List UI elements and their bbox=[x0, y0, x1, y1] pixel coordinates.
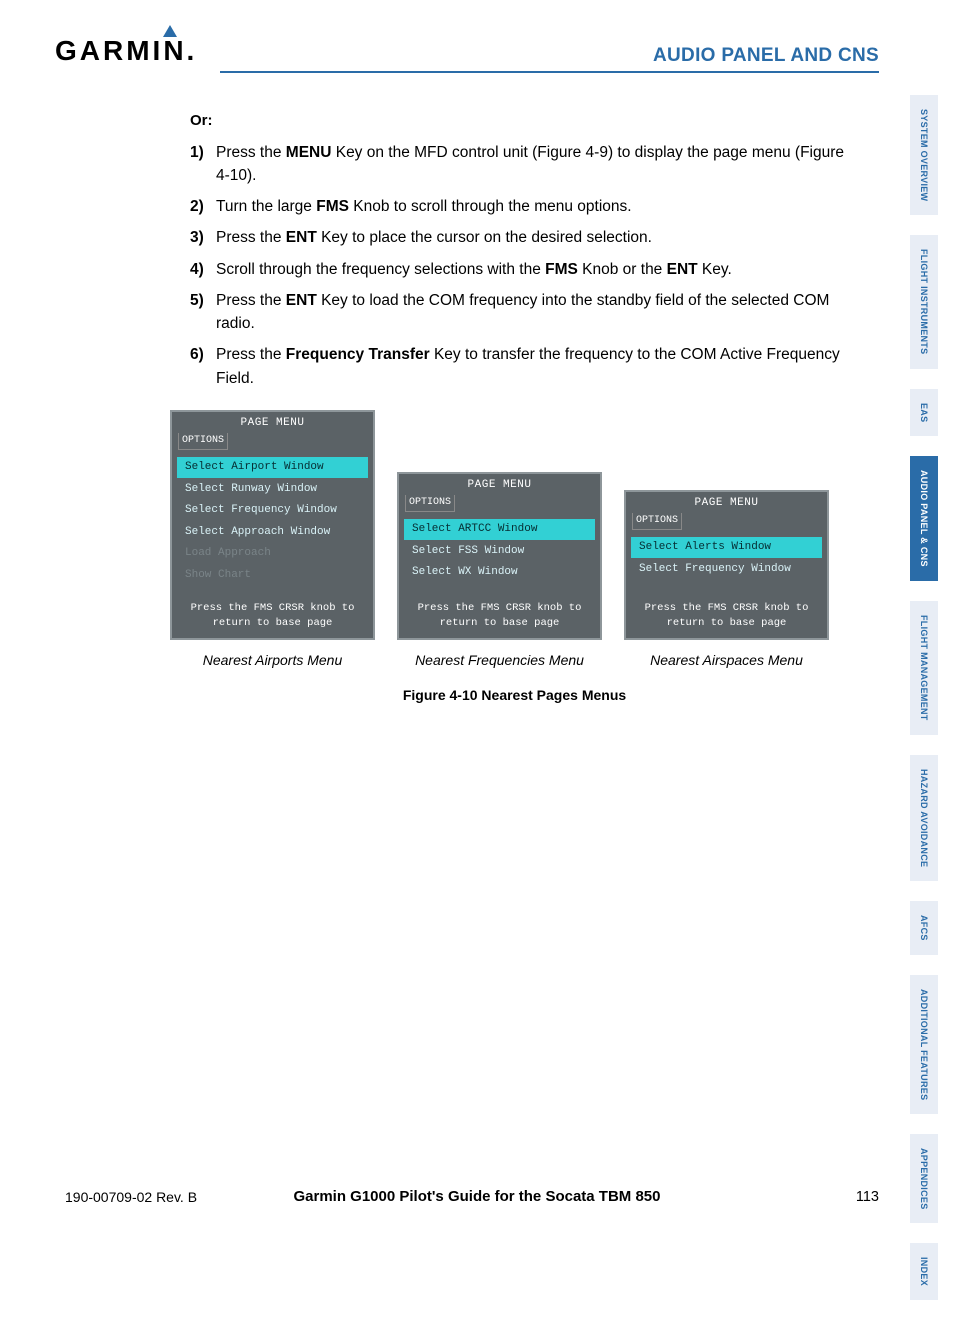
step-number: 2) bbox=[190, 195, 216, 218]
brand-text: GARMIN bbox=[55, 35, 187, 66]
step-text: Turn the large FMS Knob to scroll throug… bbox=[216, 195, 859, 218]
footer-title: Garmin G1000 Pilot's Guide for the Socat… bbox=[0, 1188, 954, 1205]
menu-items: Select ARTCC WindowSelect FSS WindowSele… bbox=[399, 518, 600, 584]
step-number: 4) bbox=[190, 258, 216, 281]
menu-item[interactable]: Select Approach Window bbox=[177, 522, 368, 543]
menu-col-frequencies: PAGE MENU OPTIONS Select ARTCC WindowSel… bbox=[397, 472, 602, 671]
menu-hint: Press the FMS CRSR knob to return to bas… bbox=[626, 595, 827, 637]
section-title: AUDIO PANEL AND CNS bbox=[653, 45, 879, 67]
menu-items: Select Airport WindowSelect Runway Windo… bbox=[172, 456, 373, 586]
figure-caption: Figure 4-10 Nearest Pages Menus bbox=[170, 685, 859, 706]
brand-logo: GARMIN. bbox=[55, 35, 197, 67]
menu-item[interactable]: Select WX Window bbox=[404, 562, 595, 583]
menu-frequencies: PAGE MENU OPTIONS Select ARTCC WindowSel… bbox=[397, 472, 602, 640]
menu-item[interactable]: Show Chart bbox=[177, 565, 368, 586]
menu-hint: Press the FMS CRSR knob to return to bas… bbox=[399, 595, 600, 637]
menu-item[interactable]: Select Frequency Window bbox=[177, 500, 368, 521]
footer-pagenum: 113 bbox=[856, 1189, 879, 1205]
side-tab[interactable]: INDEX bbox=[910, 1243, 938, 1300]
step-text: Press the ENT Key to place the cursor on… bbox=[216, 226, 859, 249]
menu-item[interactable]: Select Alerts Window bbox=[631, 537, 822, 558]
menu-title: PAGE MENU bbox=[172, 412, 373, 433]
menu-item[interactable]: Select FSS Window bbox=[404, 541, 595, 562]
step-text: Press the MENU Key on the MFD control un… bbox=[216, 141, 859, 188]
step-row: 4)Scroll through the frequency selection… bbox=[190, 258, 859, 281]
menu-col-airports: PAGE MENU OPTIONS Select Airport WindowS… bbox=[170, 410, 375, 671]
step-number: 3) bbox=[190, 226, 216, 249]
menu-hint: Press the FMS CRSR knob to return to bas… bbox=[172, 595, 373, 637]
step-row: 2)Turn the large FMS Knob to scroll thro… bbox=[190, 195, 859, 218]
menu-caption-airports: Nearest Airports Menu bbox=[203, 650, 343, 671]
menu-options-label: OPTIONS bbox=[632, 513, 682, 530]
side-tab[interactable]: APPENDICES bbox=[910, 1134, 938, 1224]
menu-airports: PAGE MENU OPTIONS Select Airport WindowS… bbox=[170, 410, 375, 640]
menu-title: PAGE MENU bbox=[626, 492, 827, 513]
menu-col-airspaces: PAGE MENU OPTIONS Select Alerts WindowSe… bbox=[624, 490, 829, 671]
menu-options-label: OPTIONS bbox=[405, 495, 455, 512]
menu-item[interactable]: Select Frequency Window bbox=[631, 559, 822, 580]
menu-title: PAGE MENU bbox=[399, 474, 600, 495]
menu-item[interactable]: Select Airport Window bbox=[177, 457, 368, 478]
menus-row: PAGE MENU OPTIONS Select Airport WindowS… bbox=[170, 410, 859, 671]
side-tab[interactable]: AFCS bbox=[910, 901, 938, 955]
step-number: 6) bbox=[190, 343, 216, 390]
menu-item[interactable]: Select Runway Window bbox=[177, 479, 368, 500]
step-number: 1) bbox=[190, 141, 216, 188]
menu-items: Select Alerts WindowSelect Frequency Win… bbox=[626, 536, 827, 580]
side-tab[interactable]: FLIGHT INSTRUMENTS bbox=[910, 235, 938, 368]
side-tab[interactable]: EAS bbox=[910, 389, 938, 436]
menu-caption-frequencies: Nearest Frequencies Menu bbox=[415, 650, 584, 671]
side-tab[interactable]: SYSTEM OVERVIEW bbox=[910, 95, 938, 215]
step-text: Scroll through the frequency selections … bbox=[216, 258, 859, 281]
or-label: Or: bbox=[190, 110, 859, 133]
step-text: Press the ENT Key to load the COM freque… bbox=[216, 289, 859, 336]
menu-airspaces: PAGE MENU OPTIONS Select Alerts WindowSe… bbox=[624, 490, 829, 640]
menu-options-label: OPTIONS bbox=[178, 433, 228, 450]
step-row: 6)Press the Frequency Transfer Key to tr… bbox=[190, 343, 859, 390]
step-number: 5) bbox=[190, 289, 216, 336]
side-tab[interactable]: HAZARD AVOIDANCE bbox=[910, 755, 938, 881]
step-row: 3)Press the ENT Key to place the cursor … bbox=[190, 226, 859, 249]
brand-triangle-icon bbox=[163, 25, 177, 37]
main-content: Or: 1)Press the MENU Key on the MFD cont… bbox=[190, 110, 859, 706]
side-tab[interactable]: FLIGHT MANAGEMENT bbox=[910, 601, 938, 735]
step-text: Press the Frequency Transfer Key to tran… bbox=[216, 343, 859, 390]
menu-item[interactable]: Load Approach bbox=[177, 543, 368, 564]
menu-caption-airspaces: Nearest Airspaces Menu bbox=[650, 650, 803, 671]
step-row: 5)Press the ENT Key to load the COM freq… bbox=[190, 289, 859, 336]
side-tab[interactable]: AUDIO PANEL & CNS bbox=[910, 456, 938, 581]
side-tabs: SYSTEM OVERVIEW FLIGHT INSTRUMENTS EAS AUDI… bbox=[910, 95, 942, 1320]
title-rule bbox=[220, 71, 879, 73]
menu-item[interactable]: Select ARTCC Window bbox=[404, 519, 595, 540]
steps-list: 1)Press the MENU Key on the MFD control … bbox=[190, 141, 859, 390]
step-row: 1)Press the MENU Key on the MFD control … bbox=[190, 141, 859, 188]
side-tab[interactable]: ADDITIONAL FEATURES bbox=[910, 975, 938, 1114]
